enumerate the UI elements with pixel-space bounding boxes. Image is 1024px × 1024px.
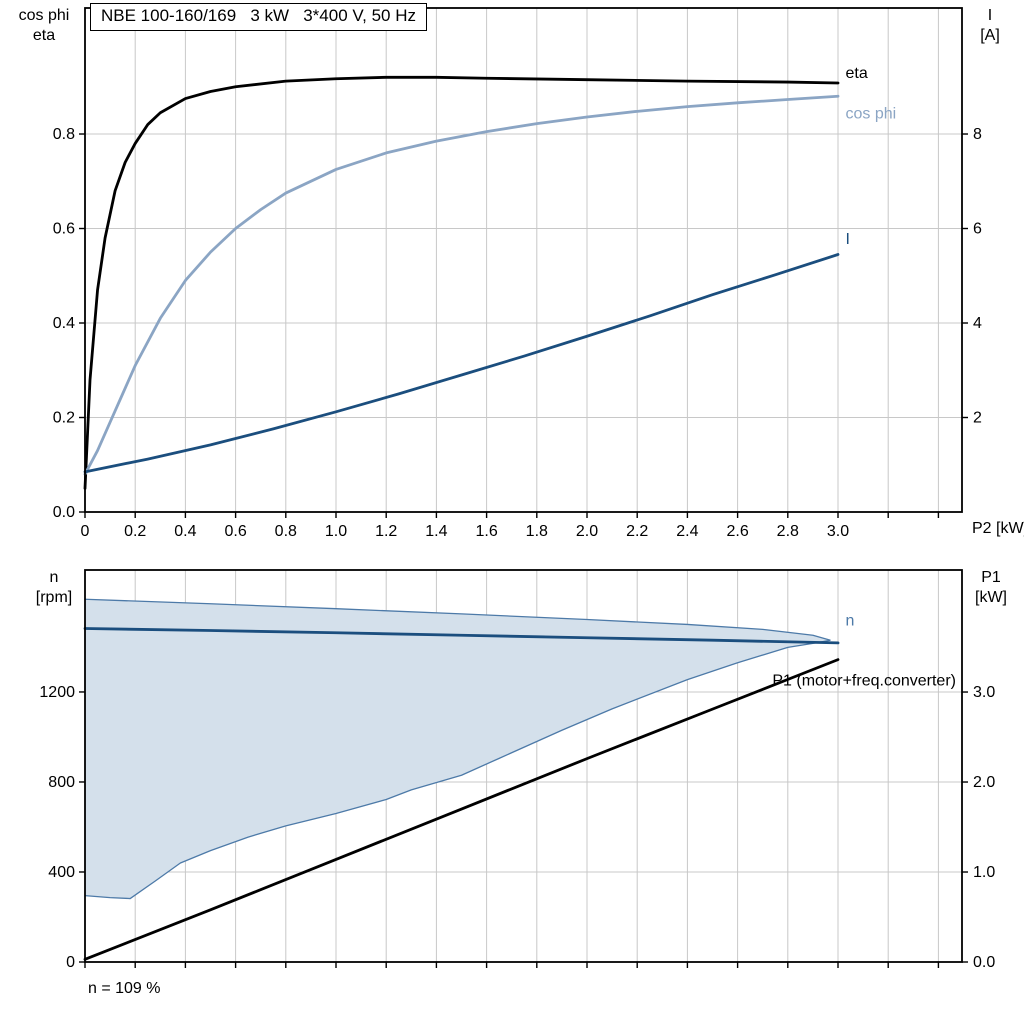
x-tick-label: 2.8 [777, 523, 799, 540]
axis-title-rpm-unit: [rpm] [35, 589, 73, 606]
y-left-tick-label: 400 [48, 864, 75, 881]
x-tick-label: 1.2 [375, 523, 397, 540]
bottom-left-axis-title: n [rpm] [20, 568, 88, 608]
curve-eta [83, 75, 840, 490]
y-right-tick-label: 8 [973, 126, 982, 143]
x-tick-label: 0.6 [224, 523, 246, 540]
y-left-tick-label: 0.8 [53, 126, 75, 143]
axis-title-eta: eta [32, 27, 56, 44]
y-left-tick-label: 0.6 [53, 221, 75, 238]
x-tick-label: 1.8 [526, 523, 548, 540]
curve-cos-phi [83, 94, 840, 476]
y-left-tick-label: 1200 [39, 684, 75, 701]
speed-operating-range-area [85, 599, 831, 899]
y-right-tick-label: 3.0 [973, 684, 995, 701]
x-tick-label: 3.0 [827, 523, 849, 540]
x-tick-label: 2.6 [726, 523, 748, 540]
x-tick-label: 0 [81, 523, 90, 540]
x-axis-title-p2: P2 [kW] [972, 520, 1024, 537]
chart-1: n P1 (motor+freq.converter) 0 400 800 1200 0.0… [39, 569, 995, 971]
y-right-tick-label: 6 [973, 221, 982, 238]
chart-title-box: NBE 100-160/169 3 kW 3*400 V, 50 Hz [90, 3, 428, 31]
y-left-tick-label: 0.0 [53, 504, 75, 521]
speed-operating-range-upper-boundary [84, 598, 831, 641]
plot-frame [84, 7, 963, 513]
x-tick-label: 2.2 [626, 523, 648, 540]
chart-0: eta cos phi I 0 0.2 0.4 0.6 0.8 1.0 1.2 1.4 1.6 1.8 2… [53, 7, 982, 540]
curve-label-I: I [846, 231, 850, 248]
x-tick-label: 2.4 [676, 523, 698, 540]
speed-percentage-note: n = 109 % [88, 980, 161, 997]
y-left-tick-label: 0.4 [53, 315, 75, 332]
y-right-tick-label: 2 [973, 410, 982, 427]
y-left-tick-label: 800 [48, 774, 75, 791]
axis-title-current: I [987, 7, 993, 24]
curve-n [83, 627, 840, 645]
y-right-tick-label: 0.0 [973, 954, 995, 971]
x-tick-label: 0.2 [124, 523, 146, 540]
x-tick-label: 1.0 [325, 523, 347, 540]
axis-title-speed: n [49, 569, 59, 586]
plot-frame [84, 569, 963, 963]
axis-title-p1: P1 [981, 569, 1001, 586]
axis-title-kw-unit: [kW] [975, 589, 1007, 606]
x-tick-label: 0.8 [275, 523, 297, 540]
curve-P1-motor-freq-converter- [83, 658, 840, 961]
x-tick-label: 0.4 [174, 523, 196, 540]
top-left-axis-title: cos phi eta [6, 6, 82, 46]
curve-I [83, 253, 840, 474]
curve-label-eta: eta [846, 65, 868, 82]
curve-label-n: n [846, 612, 855, 629]
x-tick-label: 1.4 [425, 523, 447, 540]
x-tick-label: 2.0 [576, 523, 598, 540]
axis-title-ampere-unit: [A] [980, 27, 1000, 44]
y-left-tick-label: 0 [66, 954, 75, 971]
speed-operating-range-lower-boundary [84, 639, 831, 900]
axis-title-cosphi: cos phi [18, 7, 70, 24]
y-left-tick-label: 0.2 [53, 410, 75, 427]
bottom-right-axis-title: P1 [kW] [964, 568, 1018, 608]
y-right-tick-label: 1.0 [973, 864, 995, 881]
top-right-axis-title: I [A] [964, 6, 1016, 46]
y-right-tick-label: 2.0 [973, 774, 995, 791]
x-tick-label: 1.6 [475, 523, 497, 540]
curve-label-cos-phi: cos phi [846, 105, 897, 122]
y-right-tick-label: 4 [973, 315, 982, 332]
curve-label-P1-motor-freq-converter-: P1 (motor+freq.converter) [772, 672, 956, 689]
